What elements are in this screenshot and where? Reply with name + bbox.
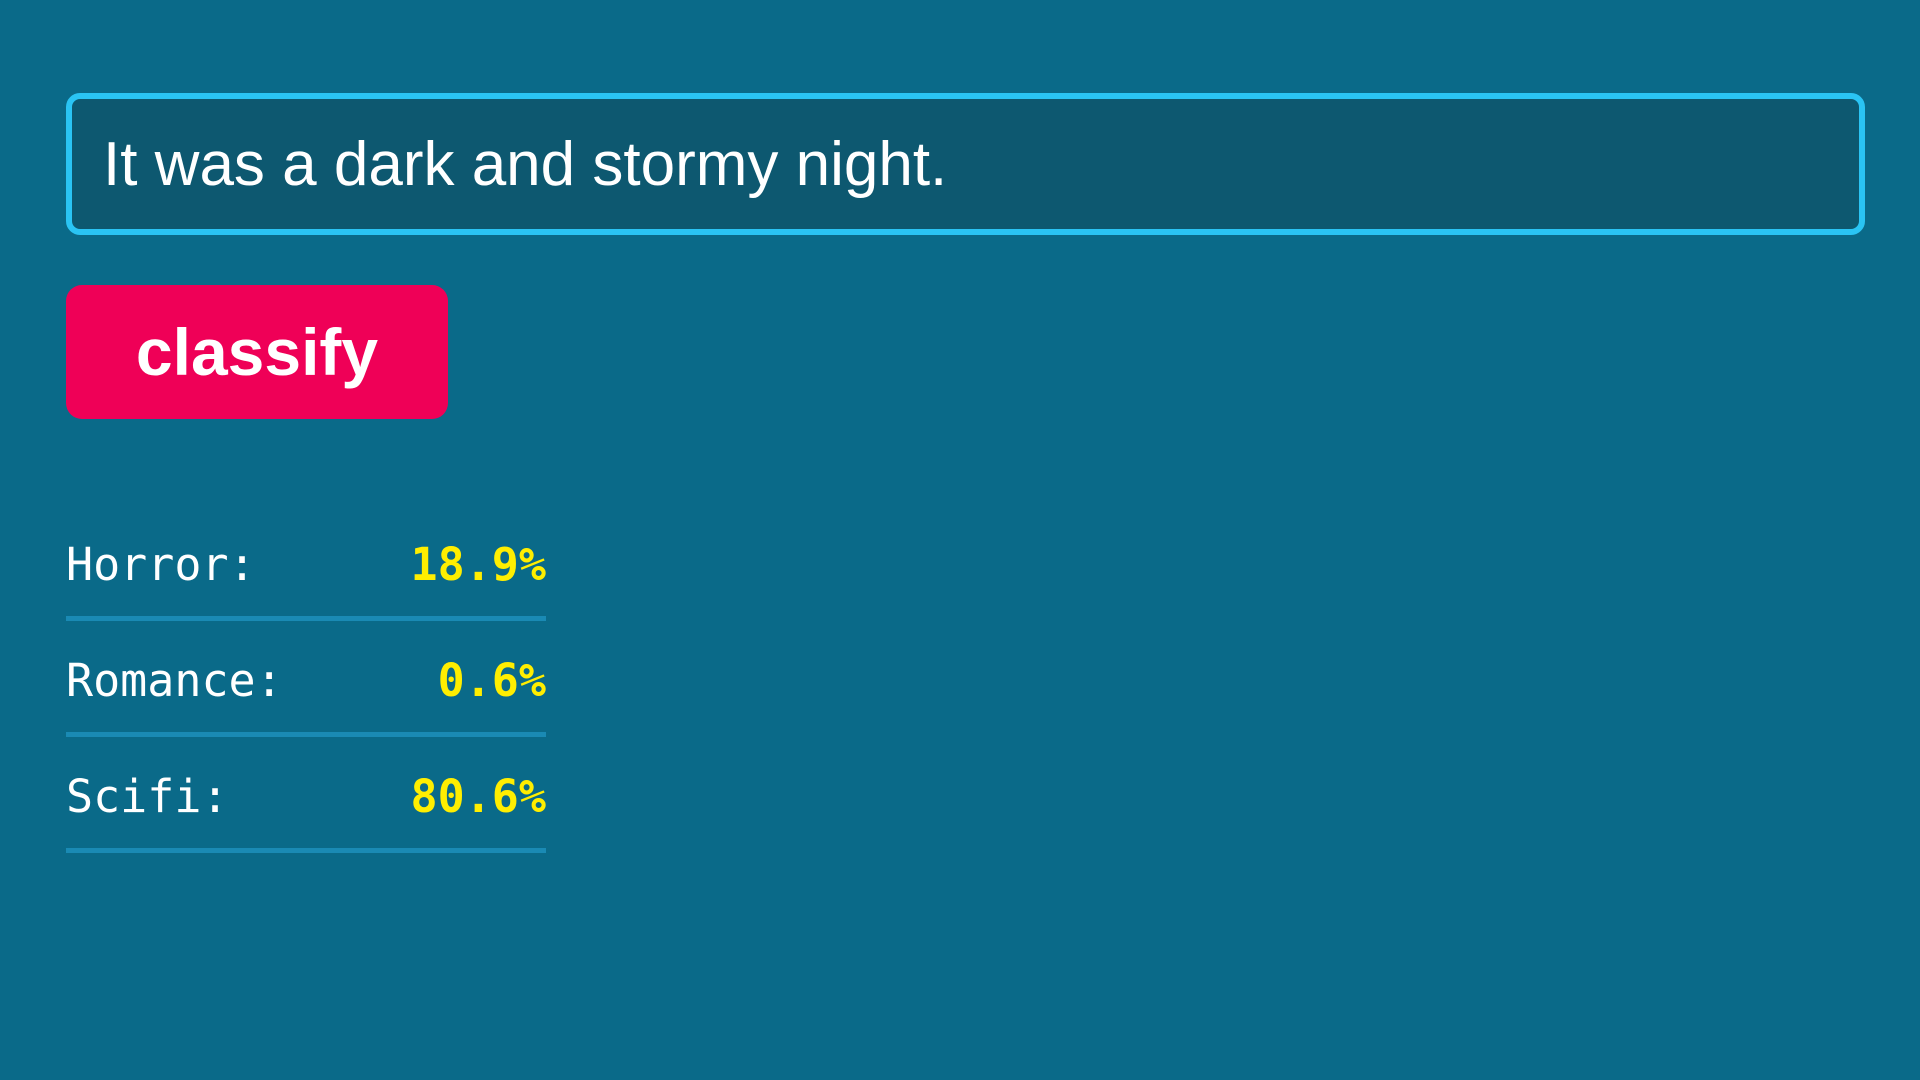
text-input[interactable]	[66, 93, 1865, 235]
result-label: Romance:	[66, 654, 283, 707]
result-value: 18.9%	[410, 538, 546, 591]
result-label: Horror:	[66, 538, 256, 591]
result-label: Scifi:	[66, 770, 229, 823]
result-row-horror: Horror: 18.9%	[66, 505, 546, 621]
results-list: Horror: 18.9% Romance: 0.6% Scifi: 80.6%	[66, 505, 546, 853]
result-value: 80.6%	[410, 770, 546, 823]
result-row-romance: Romance: 0.6%	[66, 621, 546, 737]
result-row-scifi: Scifi: 80.6%	[66, 737, 546, 853]
result-value: 0.6%	[437, 654, 546, 707]
classify-button[interactable]: classify	[66, 285, 448, 419]
